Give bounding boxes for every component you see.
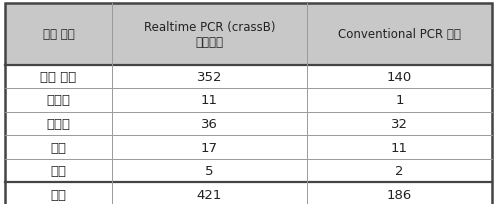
Text: 11: 11 <box>391 141 408 154</box>
Bar <box>307 183 492 204</box>
Text: 해수: 해수 <box>51 141 67 154</box>
Bar <box>5 65 112 89</box>
Bar <box>307 65 492 89</box>
Bar <box>5 136 112 159</box>
Text: 140: 140 <box>387 71 412 83</box>
Text: 352: 352 <box>197 71 222 83</box>
Bar <box>307 136 492 159</box>
Text: 186: 186 <box>387 188 412 201</box>
Text: 시료 유형: 시료 유형 <box>43 28 75 41</box>
Text: 32: 32 <box>391 118 408 130</box>
Bar <box>112 112 307 136</box>
Bar <box>112 136 307 159</box>
Text: 11: 11 <box>201 94 218 107</box>
Bar <box>112 89 307 112</box>
Bar <box>5 112 112 136</box>
Text: 합계: 합계 <box>51 188 67 201</box>
Text: Realtime PCR (crassB)
양성시료: Realtime PCR (crassB) 양성시료 <box>144 21 275 49</box>
Text: 하천수: 하천수 <box>47 118 71 130</box>
Text: 2: 2 <box>395 164 404 177</box>
Bar <box>307 112 492 136</box>
Bar <box>307 159 492 183</box>
Text: 36: 36 <box>201 118 218 130</box>
Bar <box>112 65 307 89</box>
Bar <box>112 4 307 65</box>
Text: Conventional PCR 양성: Conventional PCR 양성 <box>338 28 461 41</box>
Text: 1: 1 <box>395 94 404 107</box>
Bar <box>307 89 492 112</box>
Bar <box>5 159 112 183</box>
Bar <box>112 159 307 183</box>
Text: 사람 분변: 사람 분변 <box>40 71 77 83</box>
Text: 지하수: 지하수 <box>47 94 71 107</box>
Text: 421: 421 <box>197 188 222 201</box>
Bar <box>5 183 112 204</box>
Text: 5: 5 <box>205 164 214 177</box>
Bar <box>112 183 307 204</box>
Bar <box>307 4 492 65</box>
Bar <box>5 4 112 65</box>
Text: 패류: 패류 <box>51 164 67 177</box>
Text: 17: 17 <box>201 141 218 154</box>
Bar <box>5 89 112 112</box>
